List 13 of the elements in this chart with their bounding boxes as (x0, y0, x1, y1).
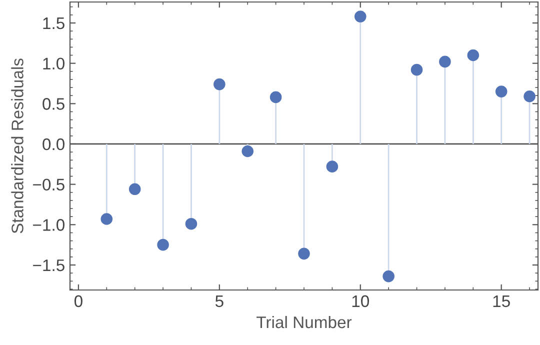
x-tick-label: 10 (352, 295, 370, 308)
x-tick-label: 0 (74, 295, 82, 308)
x-tick-label: 5 (215, 295, 224, 308)
y-tick-label: −1.0 (33, 219, 64, 231)
y-tick-label: 0.5 (42, 98, 64, 110)
x-tick-label: 15 (493, 295, 510, 308)
y-tick-label: 1.0 (43, 58, 64, 70)
y-tick-label: 0.0 (42, 138, 64, 150)
y-axis-title: Standardized Residuals (11, 58, 24, 234)
y-tick-label: −0.5 (33, 178, 64, 191)
y-tick-label: −1.5 (33, 260, 64, 272)
y-tick-label: 1.5 (43, 18, 64, 30)
x-axis-title: Trial Number (256, 316, 352, 328)
